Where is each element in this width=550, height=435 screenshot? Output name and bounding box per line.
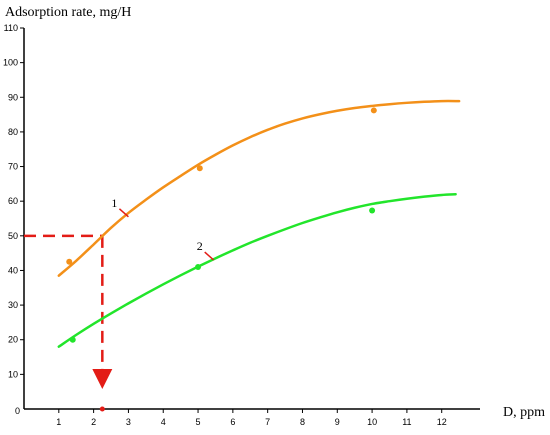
- y-axis-label: Adsorption rate, mg/H: [5, 5, 131, 20]
- series-2-leader: [204, 251, 215, 261]
- y-tick-label: 90: [8, 92, 18, 102]
- x-tick-label: 10: [367, 417, 377, 427]
- reference-lines: [24, 234, 113, 412]
- x-axis-label: D, ppm: [503, 405, 545, 420]
- x-tick-label: 3: [126, 417, 131, 427]
- y-tick-label: 100: [3, 58, 18, 68]
- series-2-label: 2: [197, 239, 203, 253]
- x-tick-label: 11: [402, 417, 411, 427]
- x-tick-label: 5: [196, 417, 201, 427]
- y-tick-label: 30: [8, 300, 18, 310]
- series-1-point: [196, 165, 203, 172]
- series-1-curve: [57, 99, 461, 277]
- series-2-point: [369, 207, 376, 214]
- x-tick-label: 1: [56, 417, 61, 427]
- series-1-label: 1: [111, 196, 117, 210]
- series-2-point: [69, 336, 76, 343]
- x-tick-label: 4: [161, 417, 166, 427]
- x-tick-label: 12: [437, 417, 447, 427]
- y-tick-label: 80: [8, 127, 18, 137]
- series-2-point: [195, 263, 202, 270]
- x-tick-label: 2: [91, 417, 96, 427]
- y-tick-label: 10: [8, 369, 18, 379]
- series-2-curve: [57, 193, 457, 348]
- y-tick-label: 60: [8, 196, 18, 206]
- y-tick-label: 110: [4, 23, 18, 33]
- y-tick-label: 40: [8, 265, 18, 275]
- series-1-point: [370, 107, 377, 114]
- x-tick-label: 9: [335, 417, 340, 427]
- series-layer: [57, 99, 461, 348]
- y-tick-label: 70: [8, 162, 18, 172]
- labels: Adsorption rate, mg/H D, ppm 0 1 2: [5, 5, 545, 420]
- reference-x-marker: [99, 406, 105, 412]
- y-tick-label: 20: [8, 335, 18, 345]
- y-tick-label: 50: [8, 231, 18, 241]
- x-tick-label: 7: [265, 417, 270, 427]
- series-1-leader: [118, 208, 129, 218]
- origin-label: 0: [15, 406, 20, 416]
- x-tick-label: 6: [230, 417, 235, 427]
- x-tick-label: 8: [300, 417, 305, 427]
- series-1-point: [66, 258, 73, 265]
